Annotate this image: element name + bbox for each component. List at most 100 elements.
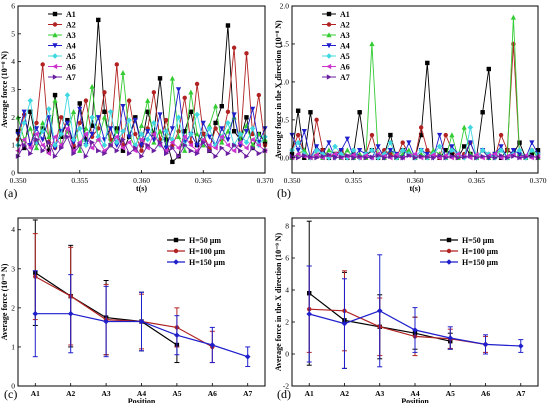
y-tick-label: 2.0 <box>280 2 290 11</box>
data-point <box>363 152 368 159</box>
data-point <box>70 108 77 114</box>
data-point <box>21 120 27 126</box>
data-point <box>482 341 489 348</box>
data-point <box>67 310 74 317</box>
x-tick-label: 0.350 <box>10 176 27 185</box>
data-point <box>145 142 151 148</box>
data-point <box>39 128 46 135</box>
data-point <box>163 128 169 135</box>
x-tick-label: A6 <box>481 389 490 398</box>
data-point <box>114 148 120 154</box>
data-point <box>295 148 301 154</box>
data-point <box>225 150 231 157</box>
data-point <box>256 150 262 157</box>
data-point <box>461 124 467 130</box>
data-point <box>175 145 181 151</box>
chart-panel-c: 0 1 2 3 4 A1 A2 A3 A4 A5 A6 A7 Position Average force… <box>0 217 266 403</box>
legend-label: H=100 μm <box>462 247 498 256</box>
data-point <box>443 155 449 161</box>
data-point <box>369 147 375 154</box>
data-point <box>510 148 516 154</box>
legend-label: A5 <box>340 52 350 61</box>
data-point <box>83 137 89 142</box>
data-point <box>443 148 448 153</box>
legend-marker <box>173 259 179 265</box>
data-point <box>436 155 442 161</box>
data-point <box>194 111 200 118</box>
data-point <box>169 75 175 81</box>
data-point <box>101 114 108 120</box>
data-point <box>52 92 58 98</box>
data-point <box>363 155 369 161</box>
data-point <box>436 143 443 150</box>
chart-panel-a: 0 1 2 3 4 5 6 0.350 0.355 0.360 0.365 0.370 t(s) Aver… <box>0 2 274 201</box>
data-point <box>28 109 33 114</box>
data-point <box>225 109 231 114</box>
data-point <box>170 145 176 151</box>
x-tick-label: A4 <box>410 389 419 398</box>
y-tick-label: -2 <box>283 382 289 391</box>
data-point <box>345 152 351 159</box>
data-point <box>181 134 187 140</box>
data-point <box>151 137 157 143</box>
chart-panel-b: 0.0 0.5 1.0 1.5 2.0 0.350 0.355 0.360 0.365 0.370… <box>274 2 547 201</box>
data-point <box>213 103 219 109</box>
legend-marker <box>52 63 58 70</box>
data-point <box>151 148 157 154</box>
data-point <box>449 132 455 138</box>
legend-label: A6 <box>66 63 76 72</box>
plot-frame <box>291 217 539 387</box>
y-tick-label: 4 <box>285 286 289 295</box>
data-point <box>498 132 504 138</box>
data-point <box>231 112 237 118</box>
x-tick-label: 0.355 <box>71 176 88 185</box>
x-tick-label: 0.370 <box>257 176 274 185</box>
data-point <box>89 145 95 151</box>
legend-marker <box>52 32 58 38</box>
data-point <box>517 140 522 145</box>
legend-marker <box>173 248 179 254</box>
data-point <box>120 145 126 151</box>
data-point <box>120 104 126 109</box>
data-point <box>89 83 95 89</box>
data-point <box>182 95 187 101</box>
data-point <box>64 125 70 132</box>
data-point <box>58 131 65 137</box>
data-point <box>64 92 71 98</box>
data-point <box>27 125 33 131</box>
data-point <box>505 155 511 161</box>
panel-label: (d) <box>277 387 291 401</box>
legend-marker <box>446 248 452 254</box>
legend-label: A2 <box>66 21 76 30</box>
legend-marker <box>446 259 452 265</box>
data-point <box>114 128 120 134</box>
data-point <box>77 101 82 106</box>
data-point <box>449 144 455 150</box>
legend-c: H=50 μm H=100 μm H=150 μm <box>167 236 225 267</box>
panel-label: (c) <box>4 387 17 401</box>
x-tick-label: A3 <box>102 389 111 398</box>
data-point <box>76 139 82 145</box>
legend-label: H=150 μm <box>189 258 225 267</box>
data-point <box>431 155 437 161</box>
data-point <box>313 147 320 154</box>
data-point <box>443 132 448 138</box>
chart-panel-d: -2 0 2 4 6 8 A1 A2 A3 A4 A5 A6 A7 Position Average for… <box>274 217 539 403</box>
data-point <box>71 145 76 151</box>
data-point <box>511 153 517 159</box>
legend-label: A4 <box>340 42 350 51</box>
data-point <box>449 147 455 154</box>
data-point <box>400 155 406 161</box>
data-point <box>418 132 424 138</box>
data-point <box>243 129 250 135</box>
data-point <box>182 142 188 148</box>
data-point <box>430 152 436 158</box>
x-axis-label: t(s) <box>136 184 147 193</box>
data-point <box>225 142 231 148</box>
data-point <box>473 152 479 158</box>
legend-d: H=50 μm H=100 μm H=150 μm <box>440 236 498 267</box>
series-d-2 <box>306 265 489 357</box>
data-point <box>144 145 150 151</box>
data-point <box>206 122 213 128</box>
